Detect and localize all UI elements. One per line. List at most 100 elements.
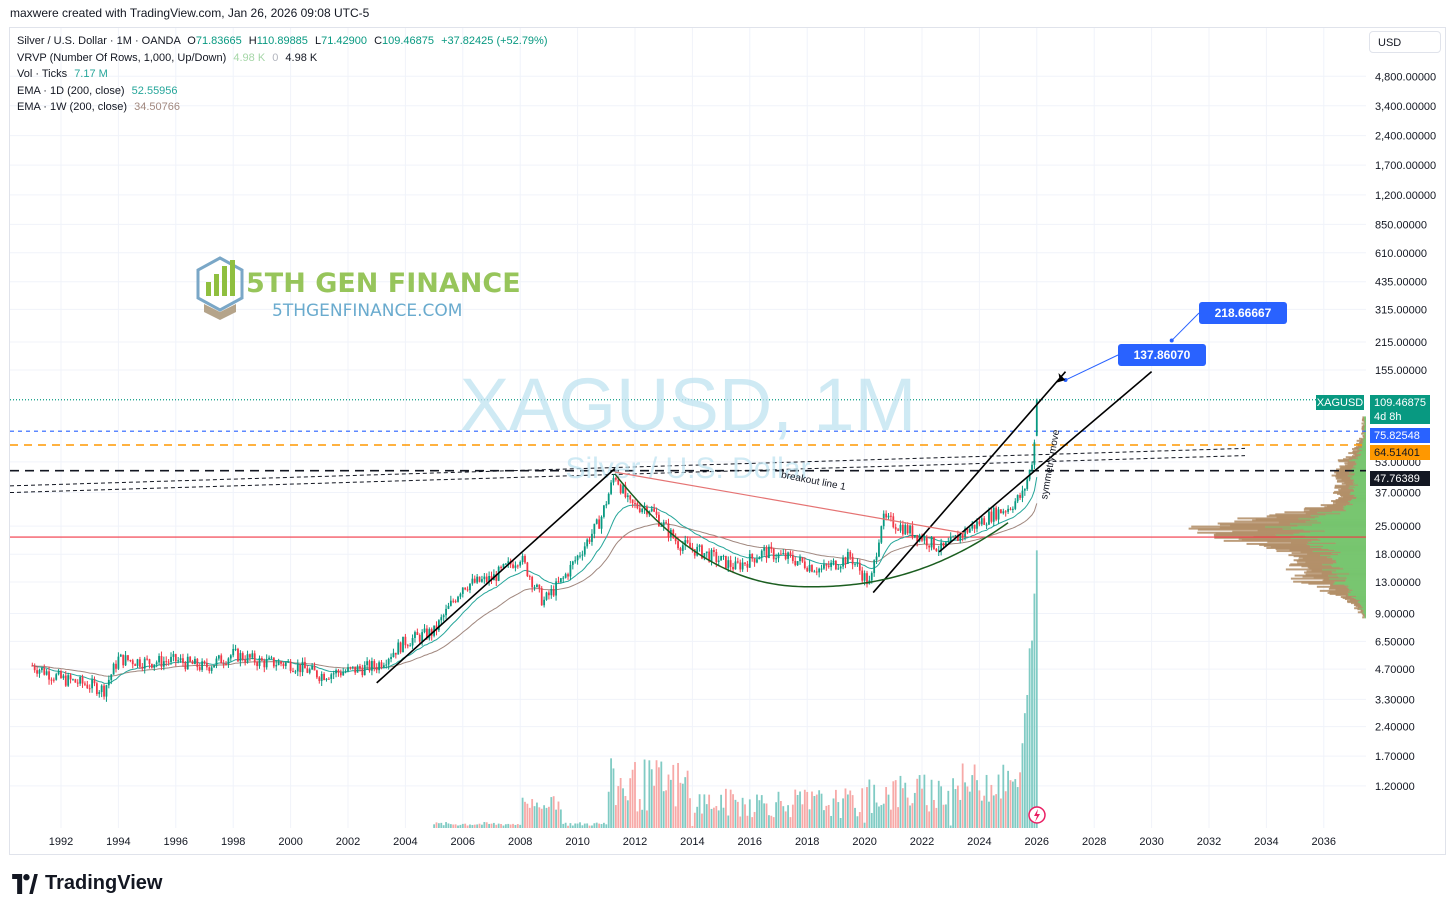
volume-bar <box>952 778 954 828</box>
candle-body <box>449 600 452 606</box>
candle-body <box>186 656 189 670</box>
candle-body <box>674 537 677 542</box>
volume-profile <box>1188 416 1366 619</box>
profile-down <box>1319 589 1349 592</box>
profile-up <box>1335 541 1366 544</box>
volume-bar <box>658 767 660 828</box>
candle-body <box>213 665 215 668</box>
candle-body <box>748 554 751 568</box>
volume-bar <box>533 806 536 828</box>
profile-down <box>1364 421 1366 424</box>
volume-bar <box>813 796 816 828</box>
candle-body <box>158 656 160 663</box>
candle-body <box>564 574 567 578</box>
volume-bar <box>729 789 732 828</box>
profile-up <box>1306 542 1366 545</box>
volume-bar <box>904 782 907 828</box>
candle-body <box>119 654 122 657</box>
candle-body <box>545 592 548 600</box>
volume-bar <box>968 791 971 828</box>
profile-down <box>1257 529 1325 532</box>
legend-vol-row[interactable]: Vol · Ticks 7.17 M <box>17 68 108 80</box>
candle-body <box>404 636 407 646</box>
currency-button[interactable]: USD <box>1369 31 1441 53</box>
profile-up <box>1331 570 1366 573</box>
candle-body <box>418 634 421 642</box>
profile-down <box>1356 445 1363 448</box>
volume-bar <box>617 786 620 828</box>
profile-down <box>1330 584 1349 587</box>
candle-body <box>689 542 691 548</box>
price-tag-countdown: 4d 8h <box>1374 411 1402 423</box>
candle-body <box>409 645 412 647</box>
profile-up <box>1350 476 1366 479</box>
candle-body <box>837 568 840 570</box>
legend-symbol-row[interactable]: Silver / U.S. Dollar · 1M · OANDA O71.83… <box>17 35 548 47</box>
volume-bar <box>638 799 641 828</box>
volume-bar <box>564 822 567 828</box>
profile-up <box>1319 554 1366 557</box>
candle-body <box>100 685 103 693</box>
candle-body <box>1026 479 1029 489</box>
volume-bar <box>653 785 656 828</box>
volume-bar <box>985 774 988 828</box>
candle-body <box>813 571 816 573</box>
volume-bar <box>942 804 945 828</box>
profile-up <box>1358 455 1366 458</box>
volume-bar <box>913 792 916 828</box>
legend-ema1w-row[interactable]: EMA · 1W (200, close) 34.50766 <box>17 101 180 113</box>
watermark-description: Silver / U.S. Dollar <box>565 452 810 485</box>
volume-bar <box>777 791 780 828</box>
candle-body <box>311 666 314 670</box>
candle-body <box>495 574 498 581</box>
volume-bar <box>933 799 935 828</box>
candle-body <box>713 550 715 552</box>
candle-body <box>942 542 945 546</box>
volume-bar <box>909 805 911 828</box>
profile-down <box>1339 493 1355 496</box>
profile-up <box>1351 595 1366 598</box>
volume-bar <box>959 799 962 828</box>
candle-body <box>48 671 50 680</box>
volume-bars <box>433 550 1038 828</box>
candle-body <box>1002 511 1005 514</box>
profile-up <box>1364 425 1366 428</box>
profile-down <box>1353 604 1362 607</box>
candle-body <box>791 554 794 561</box>
profile-down <box>1300 551 1341 554</box>
volume-bar <box>997 774 1000 828</box>
legend-ema1d-row[interactable]: EMA · 1D (200, close) 52.55956 <box>17 84 178 97</box>
volume-bar <box>665 790 667 828</box>
profile-down <box>1357 606 1363 609</box>
profile-down <box>1267 540 1308 543</box>
volume-bar <box>992 795 995 828</box>
volume-bar <box>454 824 457 828</box>
candle-body <box>976 521 978 529</box>
candle-body <box>385 664 388 666</box>
profile-up <box>1363 609 1366 612</box>
profile-up <box>1364 431 1366 434</box>
candle-body <box>397 642 400 655</box>
price-tick-label: 4.70000 <box>1375 664 1415 676</box>
volume-bar <box>811 791 813 828</box>
profile-down <box>1327 591 1348 594</box>
profile-up <box>1307 540 1366 543</box>
legend-vrvp-row[interactable]: VRVP (Number Of Rows, 1,000, Up/Down) 4.… <box>17 51 318 64</box>
volume-bar <box>567 825 569 828</box>
candle-body <box>540 588 543 606</box>
profile-down <box>1360 609 1364 612</box>
grid-lines <box>10 28 1366 828</box>
profile-up <box>1362 439 1366 442</box>
profile-up <box>1348 500 1366 503</box>
volume-bar <box>803 789 806 828</box>
profile-up <box>1362 606 1366 609</box>
volume-bar <box>600 824 603 828</box>
volume-bar <box>693 812 696 828</box>
candle-body <box>241 653 244 660</box>
volume-bar <box>504 824 507 828</box>
volume-bar <box>696 806 699 828</box>
candle-body <box>894 527 897 530</box>
profile-down <box>1238 537 1318 540</box>
profile-down <box>1329 592 1349 595</box>
